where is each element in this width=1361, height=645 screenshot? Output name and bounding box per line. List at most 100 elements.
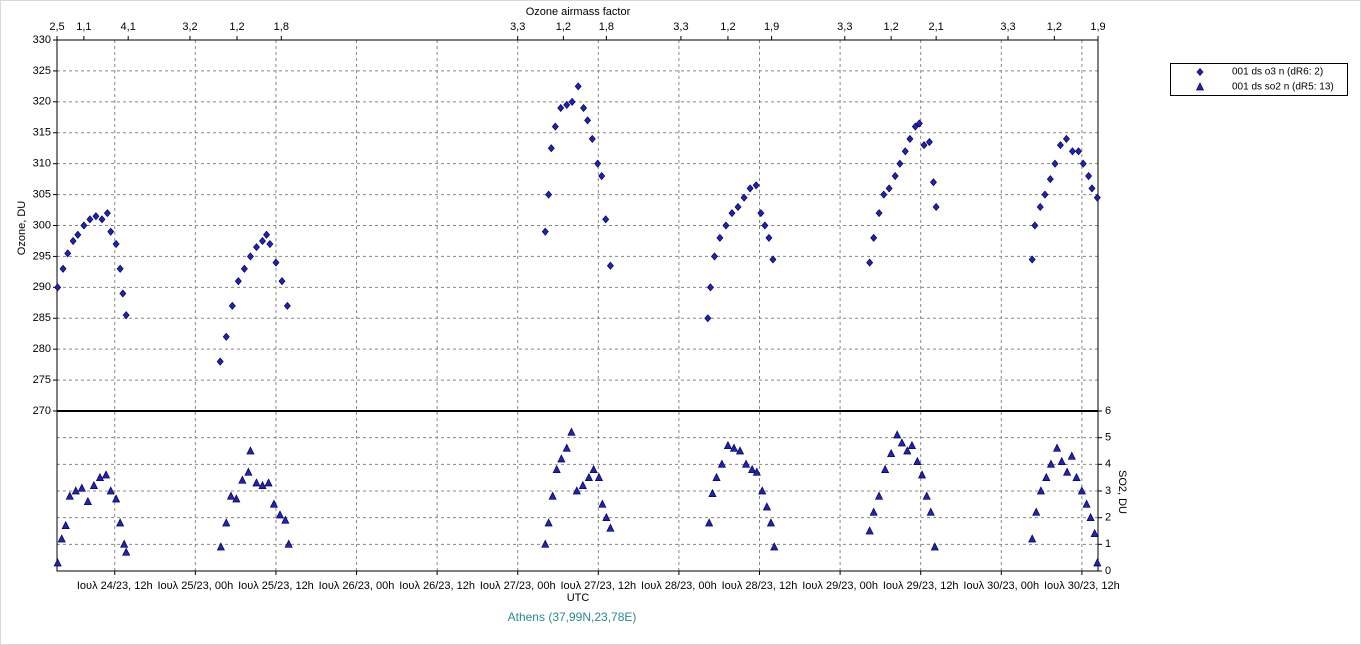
point [606,261,614,270]
point [1085,171,1093,181]
point [761,221,769,230]
point [234,277,242,286]
point [53,558,62,567]
point [264,478,273,487]
y-tick-label: 275 [33,374,51,386]
point [880,190,888,199]
point [729,443,739,452]
x2-tick-label: 1,2 [883,21,898,33]
point [722,221,730,230]
point [870,233,878,242]
point [541,539,550,548]
point [80,221,88,230]
point [929,178,937,187]
point [913,456,922,466]
point [228,301,236,310]
y-tick-label: 285 [33,312,51,324]
point [226,491,236,500]
y-tick-label: 270 [33,405,51,417]
point [1069,147,1076,156]
point [541,227,549,236]
point [723,440,733,450]
point [881,464,890,474]
x2-tick-label: 1,8 [274,21,289,33]
y-tick-label: 305 [33,188,51,200]
point [606,523,615,532]
point [716,233,724,242]
x2-tick-label: 3,2 [182,21,197,33]
point [59,264,67,273]
point [246,446,255,455]
x-tick-label: Ιουλ 27/23, 00h [480,580,556,592]
x-tick-label: Ιουλ 29/23, 00h [802,580,878,592]
y2-tick-label: 0 [1105,565,1111,577]
point [119,289,127,298]
point [61,520,70,530]
point [748,464,757,474]
point [1036,202,1044,211]
point [544,518,553,527]
point [922,491,931,500]
legend-marker [1195,82,1205,91]
point [1062,134,1070,143]
point [588,134,596,143]
point [752,181,760,190]
point [116,264,124,273]
point [584,116,592,125]
point [711,252,718,261]
point [742,459,751,468]
point [578,480,587,490]
point [762,502,771,511]
point [930,542,939,551]
point [707,283,714,292]
point [589,464,598,474]
point [86,215,94,224]
point [766,518,775,527]
y-tick-label: 295 [33,250,51,262]
x2-tick-label: 4,1 [121,21,136,33]
y-axis-title: Ozone, DU [16,201,28,255]
x2-tick-label: 2,1 [928,21,943,33]
point [869,507,878,516]
x2-tick-label: 3,3 [673,21,688,33]
point [598,171,606,181]
x-tick-label: Ιουλ 25/23, 12h [238,580,314,592]
point [120,539,129,548]
legend-marker [1196,67,1204,77]
point [572,486,581,495]
point [1036,486,1045,495]
point [222,332,230,341]
x-tick-label: Ιουλ 27/23, 12h [560,580,636,592]
point [911,122,919,131]
point [1032,507,1041,516]
point [258,480,267,490]
x2-tick-label: 3,3 [837,21,852,33]
point [1057,456,1066,466]
point [903,446,912,455]
point [875,209,883,218]
y-tick-label: 315 [33,127,51,139]
point [266,240,274,249]
point [580,103,588,113]
point [598,499,607,508]
point [64,249,72,258]
point [758,486,767,495]
x2-tick-label: 1,2 [720,21,735,33]
point [765,233,773,242]
point [568,97,576,106]
point [116,518,125,527]
x-tick-label: Ιουλ 29/23, 12h [883,580,959,592]
point [915,119,923,128]
x2-tick-label: 1,9 [764,21,779,33]
point [717,459,726,468]
x-tick-label: Ιουλ 28/23, 00h [641,580,717,592]
point [98,215,106,224]
point [906,134,914,143]
point [1028,255,1036,264]
point [238,475,247,484]
point [106,486,115,495]
point [65,491,74,500]
point [222,518,231,527]
point [567,427,576,436]
point [1046,175,1054,184]
